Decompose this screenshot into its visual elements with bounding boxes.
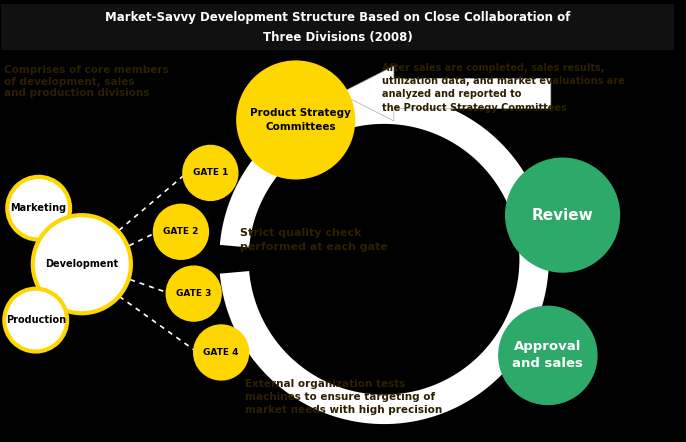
Polygon shape <box>340 66 551 121</box>
Text: Development: Development <box>45 259 119 269</box>
Text: Review: Review <box>532 208 593 223</box>
Circle shape <box>499 306 597 404</box>
Text: Comprises of core members
of development, sales
and production divisions: Comprises of core members of development… <box>4 65 169 98</box>
Text: GATE 1: GATE 1 <box>193 168 228 177</box>
Polygon shape <box>220 95 549 424</box>
Text: External organization tests
machines to ensure targeting of
market needs with hi: External organization tests machines to … <box>245 379 442 415</box>
Text: Three Divisions (2008): Three Divisions (2008) <box>263 31 413 44</box>
Circle shape <box>166 266 221 321</box>
Circle shape <box>237 61 355 179</box>
Circle shape <box>8 177 70 240</box>
Circle shape <box>33 215 131 313</box>
Circle shape <box>154 204 209 259</box>
Text: Market-Savvy Development Structure Based on Close Collaboration of: Market-Savvy Development Structure Based… <box>105 11 571 24</box>
Text: GATE 4: GATE 4 <box>204 348 239 357</box>
Circle shape <box>183 145 238 200</box>
Text: Production: Production <box>5 315 66 325</box>
Text: GATE 2: GATE 2 <box>163 227 199 236</box>
Text: Approval
and sales: Approval and sales <box>512 340 583 370</box>
Text: Marketing: Marketing <box>10 203 67 213</box>
Bar <box>1 4 674 50</box>
Text: Product Strategy
Committees: Product Strategy Committees <box>250 108 351 132</box>
Text: After sales are completed, sales results,
utilization data, and market evaluatio: After sales are completed, sales results… <box>382 63 625 113</box>
Circle shape <box>193 325 248 380</box>
Text: Strict quality check
performed at each gate: Strict quality check performed at each g… <box>240 228 388 251</box>
Circle shape <box>506 158 619 272</box>
Circle shape <box>4 289 67 351</box>
Text: GATE 3: GATE 3 <box>176 289 211 298</box>
